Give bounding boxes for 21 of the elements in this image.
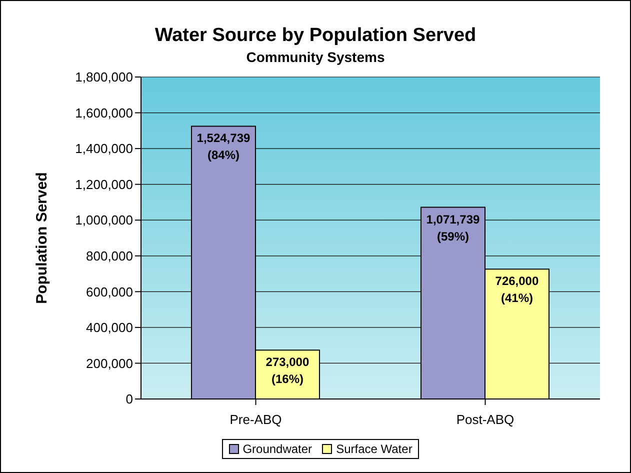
data-label: 1,524,739 (84%) — [196, 131, 251, 162]
y-tick-label: 1,400,000 — [75, 141, 133, 156]
chart-subtitle: Community Systems — [245, 49, 386, 65]
x-tick-label: Pre-ABQ — [230, 412, 282, 428]
y-tick-label: 1,000,000 — [75, 212, 133, 228]
chart-title: Water Source by Population Served — [154, 24, 478, 47]
data-label: 1,071,739 (59%) — [426, 212, 480, 244]
y-tick-label: 1,800,000 — [75, 70, 133, 85]
y-tick-label: 1,600,000 — [75, 105, 133, 120]
data-label: 273,000 (16%) — [266, 355, 310, 386]
y-tick-label: 0 — [126, 392, 133, 407]
y-tick-label: 800,000 — [86, 248, 133, 264]
y-axis-title: Population Served — [33, 172, 50, 304]
legend-label: Surface Water — [335, 442, 412, 456]
legend-label: Groundwater — [242, 442, 312, 456]
y-tick-label: 200,000 — [86, 356, 133, 371]
x-tick-label: Post-ABQ — [456, 412, 514, 428]
y-tick-label: 400,000 — [86, 320, 133, 336]
y-tick-label: 600,000 — [86, 284, 133, 300]
data-label: 726,000 (41%) — [495, 274, 539, 306]
y-tick-label: 1,200,000 — [75, 176, 133, 192]
